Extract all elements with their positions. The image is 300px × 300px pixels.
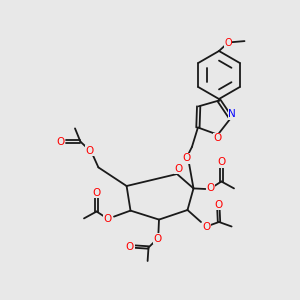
Text: O: O bbox=[214, 133, 222, 143]
Text: N: N bbox=[229, 110, 236, 119]
Text: O: O bbox=[92, 188, 101, 198]
Text: O: O bbox=[56, 136, 65, 147]
Text: O: O bbox=[126, 242, 134, 252]
Text: O: O bbox=[202, 221, 211, 232]
Text: O: O bbox=[86, 146, 94, 156]
Text: O: O bbox=[224, 38, 232, 48]
Text: O: O bbox=[214, 200, 223, 210]
Text: O: O bbox=[154, 233, 162, 244]
Text: O: O bbox=[174, 164, 183, 174]
Text: O: O bbox=[206, 183, 215, 194]
Text: O: O bbox=[182, 153, 190, 164]
Text: O: O bbox=[217, 157, 226, 167]
Text: O: O bbox=[104, 214, 112, 224]
